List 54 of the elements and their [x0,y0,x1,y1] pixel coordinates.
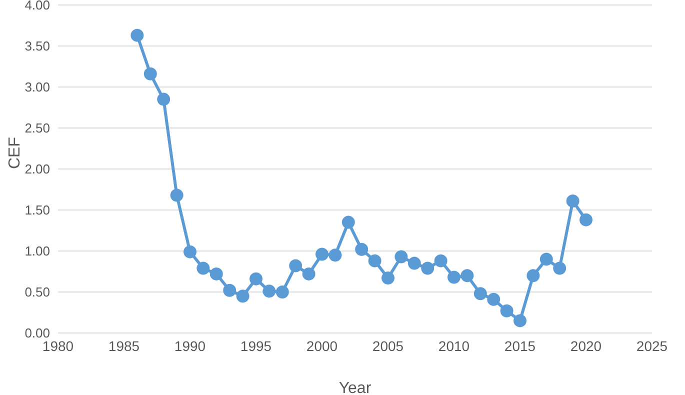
point [487,292,500,306]
point [448,270,460,284]
point [394,250,408,264]
x-tick-label: 2000 [306,338,338,354]
point [170,188,184,202]
x-tick-label: 2015 [504,338,536,354]
point [553,262,566,275]
point [210,267,223,280]
y-tick-label: 3.50 [24,38,50,54]
point [408,256,421,270]
x-tick-label: 2025 [636,338,668,354]
y-axis-title: CEF [6,136,24,169]
point [223,284,236,297]
x-tick-label: 1990 [174,338,206,354]
point [355,242,368,256]
point [540,252,553,266]
point [289,259,302,272]
point [184,245,196,258]
point [526,269,540,282]
point [368,254,382,268]
x-axis-title: Year [338,380,372,395]
y-tick-label: 1.50 [24,202,50,218]
point [500,304,514,318]
point [460,269,474,282]
point [434,254,448,268]
point [342,216,355,229]
point [236,290,250,303]
y-tick-label: 2.00 [24,162,50,177]
point [382,272,394,285]
point [276,286,289,298]
point [130,28,144,42]
y-tick-label: 2.50 [24,120,50,136]
point [316,248,328,261]
x-tick-label: 1995 [240,338,272,354]
point [157,92,170,106]
point [514,314,526,328]
y-tick-label: 1.00 [24,244,50,259]
point [566,194,580,208]
point [421,262,434,275]
x-tick-label: 2010 [438,338,470,354]
point [262,284,276,298]
point [144,67,157,80]
x-tick-label: 1985 [108,338,140,354]
point [302,267,316,280]
point [250,272,262,286]
x-tick-label: 2005 [372,338,404,354]
y-tick-label: 3.00 [24,80,50,95]
x-tick-label: 2020 [570,338,602,354]
y-tick-label: 4.00 [24,0,50,13]
point [474,287,487,300]
point [328,248,342,262]
point [196,262,210,275]
y-tick-label: 0.50 [24,284,50,300]
point [580,213,592,226]
